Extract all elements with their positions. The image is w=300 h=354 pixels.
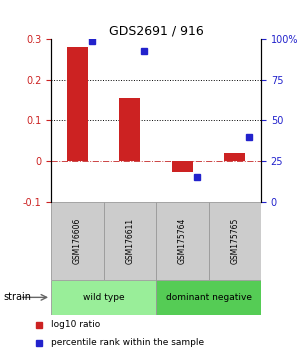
Bar [67, 47, 88, 161]
Text: log10 ratio: log10 ratio [51, 320, 100, 330]
Bar [51, 202, 104, 280]
Text: GSM176606: GSM176606 [73, 217, 82, 264]
Text: percentile rank within the sample: percentile rank within the sample [51, 338, 204, 347]
Text: GSM176611: GSM176611 [125, 218, 134, 264]
Bar [51, 280, 156, 315]
Bar [103, 202, 156, 280]
Text: wild type: wild type [83, 293, 124, 302]
Text: GSM175765: GSM175765 [230, 217, 239, 264]
Text: GSM175764: GSM175764 [178, 217, 187, 264]
Text: strain: strain [3, 292, 31, 302]
Bar [224, 153, 245, 161]
Text: dominant negative: dominant negative [166, 293, 251, 302]
Bar [156, 202, 208, 280]
Bar [208, 202, 261, 280]
Bar [119, 98, 140, 161]
Bar [172, 161, 193, 172]
Title: GDS2691 / 916: GDS2691 / 916 [109, 25, 203, 38]
Bar [156, 280, 261, 315]
